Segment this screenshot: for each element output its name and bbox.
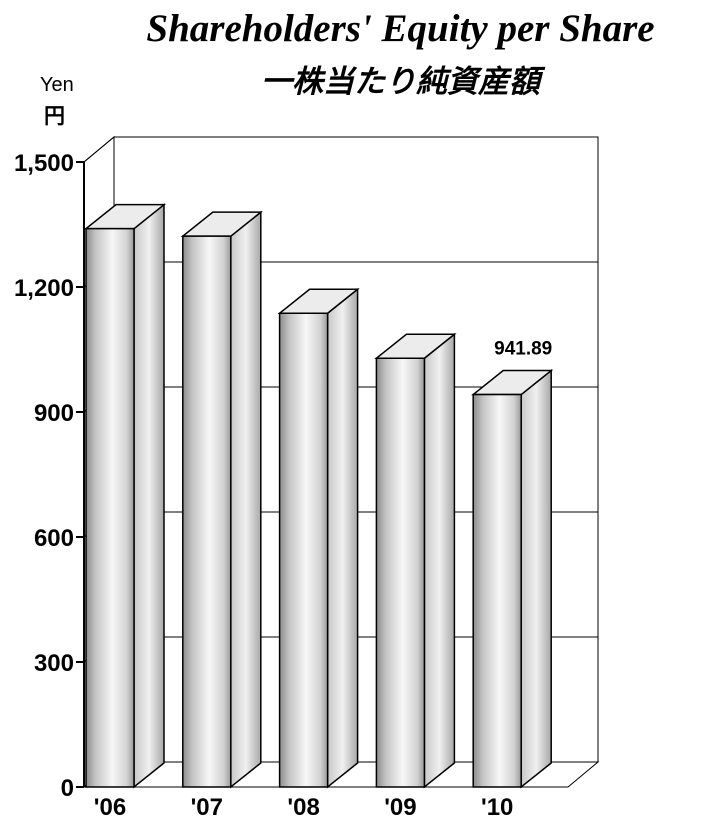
bar-front xyxy=(182,235,232,788)
bar xyxy=(83,203,167,789)
y-tick-label: 600 xyxy=(34,525,74,552)
y-tick-label: 0 xyxy=(61,775,74,802)
x-tick-label: '09 xyxy=(384,794,416,821)
bar-side xyxy=(520,368,552,789)
bar-side xyxy=(230,210,262,789)
chart-subtitle: 一株当たり純資産額 xyxy=(261,64,540,100)
y-tick-label: 900 xyxy=(34,400,74,427)
y-tick-label: 300 xyxy=(34,650,74,677)
data-labels: 941.89 xyxy=(494,339,552,360)
bar-front xyxy=(278,312,329,788)
y-axis-unit-label-ja: 円 xyxy=(44,104,65,128)
x-tick-label: '07 xyxy=(191,794,223,821)
chart-title: Shareholders' Equity per Share xyxy=(146,7,655,50)
bar xyxy=(374,332,457,789)
bar-side xyxy=(326,287,359,789)
bar-side xyxy=(133,203,165,789)
data-label: 941.89 xyxy=(494,339,552,360)
bar xyxy=(471,368,554,789)
x-axis-ticks: '06 '07 '08 '09 '10 xyxy=(94,794,514,821)
bar xyxy=(277,287,360,789)
y-axis-unit-label: Yen xyxy=(40,74,74,96)
y-tick-label: 1,500 xyxy=(14,150,74,177)
bar-front xyxy=(375,357,426,788)
x-tick-label: '08 xyxy=(287,794,319,821)
bar-front xyxy=(85,227,135,788)
gridline-side xyxy=(83,136,115,163)
bar-side xyxy=(423,332,456,789)
x-tick-label: '06 xyxy=(94,794,126,821)
bar xyxy=(180,210,263,789)
y-axis-ticks: 0 300 600 900 1,200 1,500 xyxy=(14,150,84,802)
bar-front xyxy=(472,393,522,788)
x-tick-label: '10 xyxy=(481,794,513,821)
y-tick-label: 1,200 xyxy=(14,275,74,302)
bars xyxy=(83,203,554,789)
